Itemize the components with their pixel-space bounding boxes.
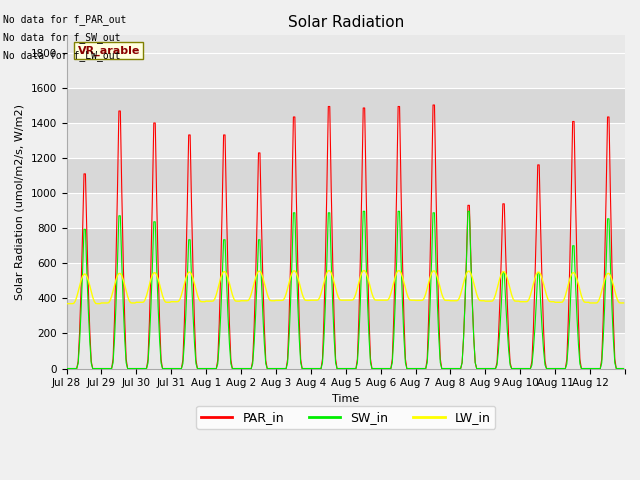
SW_in bbox=[99, 366, 107, 372]
Text: No data for f_SW_out: No data for f_SW_out bbox=[3, 32, 121, 43]
Line: PAR_in: PAR_in bbox=[67, 105, 623, 369]
SW_in bbox=[617, 366, 625, 372]
LW_in bbox=[81, 271, 89, 277]
LW_in bbox=[349, 297, 357, 303]
LW_in bbox=[360, 268, 367, 274]
PAR_in bbox=[81, 171, 89, 177]
Title: Solar Radiation: Solar Radiation bbox=[287, 15, 404, 30]
Bar bbox=[67, 299, 625, 334]
Bar bbox=[67, 264, 625, 299]
Text: No data for f_PAR_out: No data for f_PAR_out bbox=[3, 13, 127, 24]
PAR_in bbox=[461, 298, 469, 304]
Line: LW_in: LW_in bbox=[67, 271, 623, 304]
SW_in bbox=[461, 300, 469, 306]
LW_in bbox=[99, 300, 107, 306]
Y-axis label: Solar Radiation (umol/m2/s, W/m2): Solar Radiation (umol/m2/s, W/m2) bbox=[15, 104, 25, 300]
PAR_in bbox=[99, 366, 107, 372]
Bar bbox=[67, 334, 625, 369]
Text: No data for f_LW_out: No data for f_LW_out bbox=[3, 50, 121, 61]
SW_in bbox=[620, 366, 627, 372]
Bar bbox=[67, 158, 625, 193]
Legend: PAR_in, SW_in, LW_in: PAR_in, SW_in, LW_in bbox=[196, 406, 495, 429]
Text: VR_arable: VR_arable bbox=[77, 45, 140, 56]
Bar bbox=[67, 193, 625, 228]
PAR_in bbox=[63, 366, 70, 372]
LW_in bbox=[63, 301, 70, 307]
Bar bbox=[67, 228, 625, 264]
LW_in bbox=[544, 296, 552, 302]
Bar bbox=[67, 53, 625, 88]
Bar bbox=[67, 123, 625, 158]
PAR_in bbox=[349, 366, 357, 372]
X-axis label: Time: Time bbox=[332, 394, 360, 404]
Bar bbox=[67, 88, 625, 123]
LW_in bbox=[617, 300, 625, 306]
LW_in bbox=[461, 275, 469, 280]
PAR_in bbox=[431, 102, 438, 108]
PAR_in bbox=[544, 366, 552, 372]
SW_in bbox=[349, 366, 357, 372]
SW_in bbox=[63, 366, 70, 372]
LW_in bbox=[620, 300, 627, 306]
SW_in bbox=[361, 208, 369, 214]
SW_in bbox=[544, 366, 552, 372]
PAR_in bbox=[620, 366, 627, 372]
PAR_in bbox=[617, 366, 625, 372]
SW_in bbox=[81, 227, 89, 232]
Line: SW_in: SW_in bbox=[67, 211, 623, 369]
